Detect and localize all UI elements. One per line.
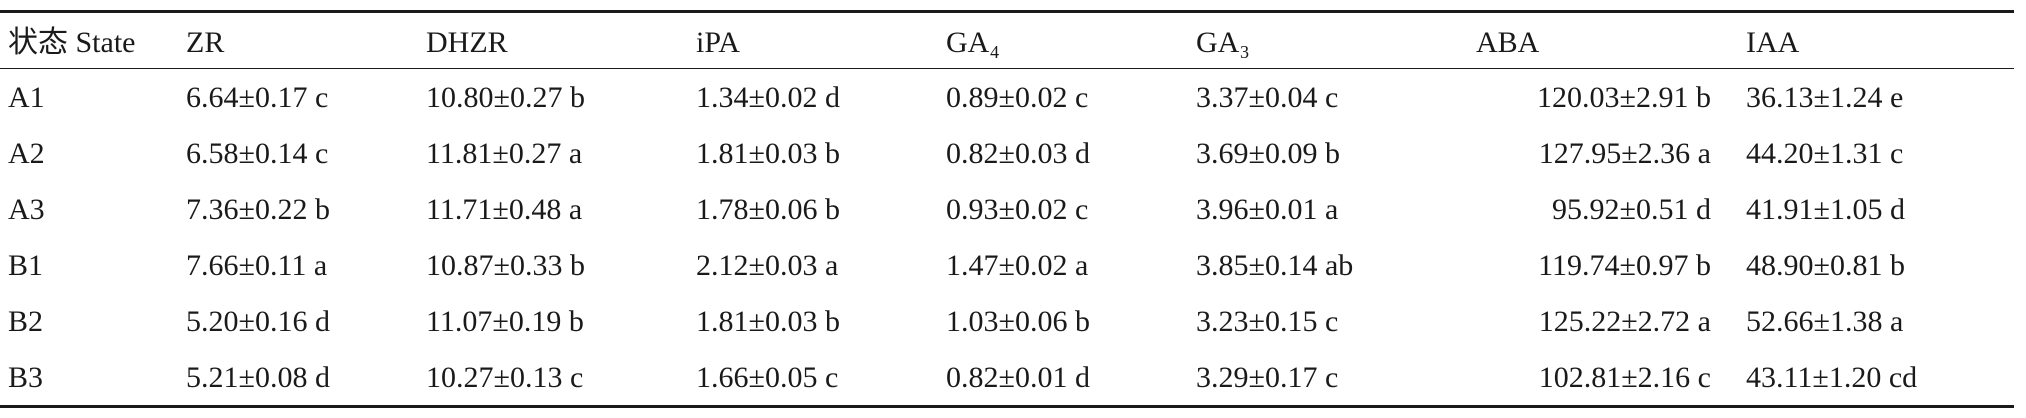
- cell-ipa: 1.34±0.02 d: [696, 81, 840, 114]
- cell-zr: 7.66±0.11 a: [186, 249, 328, 282]
- header-ga3: GA₃: [1196, 26, 1250, 59]
- table-row: B2 5.20±0.16 d 11.07±0.19 b 1.81±0.03 b …: [0, 294, 2014, 350]
- cell-zr: 5.20±0.16 d: [186, 305, 330, 338]
- cell-iaa: 52.66±1.38 a: [1746, 305, 1904, 338]
- cell-ga3: 3.96±0.01 a: [1196, 193, 1339, 226]
- cell-ga4: 0.82±0.01 d: [946, 361, 1090, 394]
- header-aba: ABA: [1476, 26, 1540, 59]
- table-row: A2 6.58±0.14 c 11.81±0.27 a 1.81±0.03 b …: [0, 126, 2014, 182]
- cell-state: B1: [8, 249, 44, 282]
- cell-zr: 5.21±0.08 d: [186, 361, 330, 394]
- cell-state: A3: [8, 193, 45, 226]
- cell-iaa: 44.20±1.31 c: [1746, 137, 1904, 170]
- table-header-rule: [0, 68, 2014, 69]
- cell-zr: 6.64±0.17 c: [186, 81, 329, 114]
- cell-ga4: 1.03±0.06 b: [946, 305, 1090, 338]
- cell-ga4: 1.47±0.02 a: [946, 249, 1089, 282]
- cell-iaa: 41.91±1.05 d: [1746, 193, 1905, 226]
- header-dhzr: DHZR: [426, 26, 508, 59]
- header-zr: ZR: [186, 26, 225, 59]
- cell-dhzr: 10.80±0.27 b: [426, 81, 585, 114]
- cell-dhzr: 10.27±0.13 c: [426, 361, 584, 394]
- table-row: A1 6.64±0.17 c 10.80±0.27 b 1.34±0.02 d …: [0, 70, 2014, 126]
- table-row: B1 7.66±0.11 a 10.87±0.33 b 2.12±0.03 a …: [0, 238, 2014, 294]
- cell-ipa: 1.78±0.06 b: [696, 193, 840, 226]
- cell-ga4: 0.93±0.02 c: [946, 193, 1089, 226]
- table-row: B3 5.21±0.08 d 10.27±0.13 c 1.66±0.05 c …: [0, 350, 2014, 406]
- cell-ga3: 3.85±0.14 ab: [1196, 249, 1354, 282]
- cell-ga3: 3.69±0.09 b: [1196, 137, 1340, 170]
- cell-ipa: 2.12±0.03 a: [696, 249, 839, 282]
- cell-iaa: 36.13±1.24 e: [1746, 81, 1904, 114]
- cell-aba: 125.22±2.72 a: [1538, 305, 1711, 338]
- cell-aba: 102.81±2.16 c: [1538, 361, 1711, 394]
- cell-ga3: 3.29±0.17 c: [1196, 361, 1339, 394]
- cell-ga3: 3.37±0.04 c: [1196, 81, 1339, 114]
- cell-aba: 127.95±2.36 a: [1538, 137, 1711, 170]
- cell-dhzr: 11.07±0.19 b: [426, 305, 584, 338]
- cell-ipa: 1.66±0.05 c: [696, 361, 839, 394]
- cell-zr: 6.58±0.14 c: [186, 137, 329, 170]
- cell-dhzr: 11.81±0.27 a: [426, 137, 583, 170]
- cell-ga4: 0.82±0.03 d: [946, 137, 1090, 170]
- cell-aba: 95.92±0.51 d: [1552, 193, 1711, 226]
- cell-state: B2: [8, 305, 44, 338]
- header-ipa: iPA: [696, 26, 740, 59]
- header-ga4: GA₄: [946, 26, 1000, 59]
- cell-state: A1: [8, 81, 45, 114]
- cell-aba: 119.74±0.97 b: [1538, 249, 1711, 282]
- cell-ga4: 0.89±0.02 c: [946, 81, 1089, 114]
- cell-state: B3: [8, 361, 44, 394]
- cell-aba: 120.03±2.91 b: [1537, 81, 1711, 114]
- header-state: 状态 State: [8, 26, 136, 59]
- table-row: A3 7.36±0.22 b 11.71±0.48 a 1.78±0.06 b …: [0, 182, 2014, 238]
- cell-iaa: 43.11±1.20 cd: [1746, 361, 1918, 394]
- table-top-rule: [0, 10, 2014, 13]
- cell-state: A2: [8, 137, 45, 170]
- table-bottom-rule: [0, 405, 2014, 408]
- cell-ipa: 1.81±0.03 b: [696, 305, 840, 338]
- header-iaa: IAA: [1746, 26, 1800, 59]
- cell-dhzr: 11.71±0.48 a: [426, 193, 583, 226]
- cell-zr: 7.36±0.22 b: [186, 193, 330, 226]
- cell-ipa: 1.81±0.03 b: [696, 137, 840, 170]
- cell-ga3: 3.23±0.15 c: [1196, 305, 1339, 338]
- table-header-row: 状态 State ZR DHZR iPA GA₄ GA₃ ABA IAA: [0, 14, 2014, 70]
- cell-dhzr: 10.87±0.33 b: [426, 249, 585, 282]
- cell-iaa: 48.90±0.81 b: [1746, 249, 1905, 282]
